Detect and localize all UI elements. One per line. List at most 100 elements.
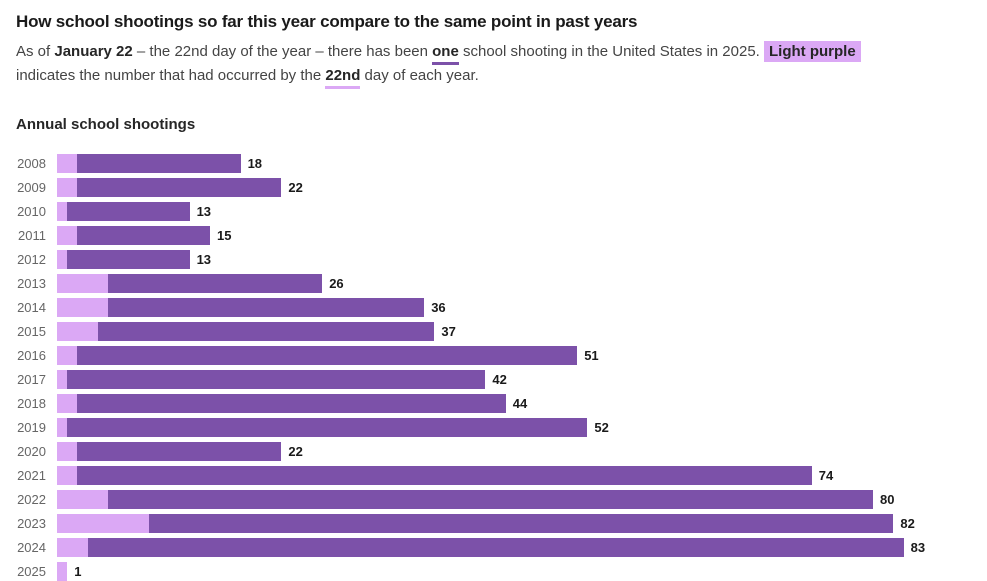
bar-segment-by-day-22 [57,394,78,413]
bar-segment-rest-of-year [77,154,241,173]
subtitle-text-4: indicates the number that had occurred b… [16,67,326,84]
stacked-bar [57,442,282,461]
subtitle-text-2: – the 22nd day of the year – there has b… [132,43,433,60]
value-label: 22 [288,180,303,195]
value-label: 82 [900,516,915,531]
year-label: 2019 [17,420,46,435]
stacked-bar [57,226,210,245]
chart-row-2010: 2010 13 [16,202,971,221]
chart-row-2021: 2021 74 [16,466,971,485]
stacked-bar [57,466,812,485]
value-label: 13 [196,252,212,267]
bar-segment-rest-of-year [87,538,904,557]
bar-segment-by-day-22 [57,562,68,581]
bar-segment-by-day-22 [57,274,108,293]
bar-segment-by-day-22 [57,154,78,173]
bar-segment-by-day-22 [57,370,68,389]
value-label: 42 [492,372,507,387]
stacked-bar [57,274,323,293]
light-purple-highlight-key: Light purple [764,41,861,62]
bar-chart: 2008 18 2009 22 2010 13 2011 15 2012 13 2013 26 2014… [16,154,971,581]
chart-row-2015: 2015 37 [16,322,971,341]
bar-segment-by-day-22 [57,298,108,317]
bar-segment-rest-of-year [77,346,578,365]
stacked-bar [57,250,190,269]
value-label: 26 [329,276,344,291]
chart-row-2018: 2018 44 [16,394,971,413]
stacked-bar [57,394,506,413]
year-label: 2015 [17,324,46,339]
value-label: 51 [584,348,599,363]
bar-segment-by-day-22 [57,202,68,221]
stacked-bar [57,298,425,317]
value-label: 80 [880,492,895,507]
value-label: 37 [441,324,456,339]
chart-row-2023: 2023 82 [16,514,971,533]
value-label: 44 [512,396,528,411]
bar-segment-rest-of-year [67,202,190,221]
chart-row-2017: 2017 42 [16,370,971,389]
bar-segment-rest-of-year [67,250,190,269]
year-label: 2011 [18,228,46,243]
chart-row-2019: 2019 52 [16,418,971,437]
bar-segment-rest-of-year [77,226,210,245]
year-label: 2012 [17,252,46,267]
value-label: 52 [594,420,609,435]
chart-row-2009: 2009 22 [16,178,971,197]
bar-segment-by-day-22 [57,226,78,245]
year-label: 2023 [17,516,46,531]
chart-row-2024: 2024 83 [16,538,971,557]
value-label: 15 [216,228,232,243]
bar-segment-rest-of-year [108,274,323,293]
value-label: 18 [247,156,263,171]
year-label: 2021 [17,468,46,483]
value-label: 22 [288,444,303,459]
day-underlined-light-purple: 22nd [325,65,361,89]
stacked-bar [57,514,894,533]
value-label: 13 [196,204,212,219]
chart-row-2014: 2014 36 [16,298,971,317]
year-label: 2009 [17,180,46,195]
value-label: 36 [431,300,446,315]
year-label: 2016 [17,348,46,363]
year-label: 2022 [17,492,46,507]
stacked-bar [57,562,68,581]
stacked-bar [57,154,241,173]
bar-segment-rest-of-year [77,442,282,461]
subtitle-text-5: day of each year. [360,67,479,84]
bar-segment-rest-of-year [97,322,435,341]
bar-segment-rest-of-year [108,298,425,317]
year-label: 2020 [17,444,46,459]
stacked-bar [57,202,190,221]
bar-segment-by-day-22 [57,178,78,197]
year-label: 2017 [17,372,46,387]
bar-segment-by-day-22 [57,538,88,557]
year-label: 2024 [17,540,46,555]
stacked-bar [57,322,435,341]
year-label: 2014 [17,300,46,315]
year-label: 2025 [17,564,46,579]
chart-row-2020: 2020 22 [16,442,971,461]
bar-segment-by-day-22 [57,418,68,437]
bar-segment-by-day-22 [57,442,78,461]
bar-segment-by-day-22 [57,514,149,533]
stacked-bar [57,490,873,509]
bar-segment-by-day-22 [57,346,78,365]
value-label: 83 [910,540,926,555]
chart-subtitle: As of January 22 – the 22nd day of the y… [16,41,896,89]
bar-segment-by-day-22 [57,466,78,485]
chart-title: Annual school shootings [16,116,196,133]
bar-segment-rest-of-year [77,466,812,485]
bar-segment-rest-of-year [108,490,873,509]
year-label: 2013 [17,276,46,291]
chart-row-2016: 2016 51 [16,346,971,365]
year-label: 2010 [17,204,46,219]
stacked-bar [57,178,282,197]
chart-row-2025: 2025 1 [16,562,971,581]
subtitle-text-1: As of [16,43,55,60]
subtitle-text-3: school shooting in the United States in … [458,43,765,60]
bar-segment-rest-of-year [77,394,506,413]
bar-segment-rest-of-year [77,178,282,197]
bar-segment-rest-of-year [67,370,486,389]
